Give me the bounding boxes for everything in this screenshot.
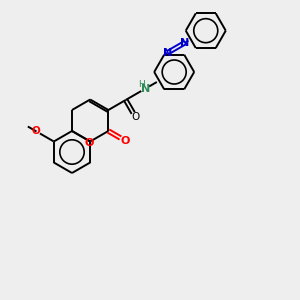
Text: O: O: [31, 126, 40, 136]
Text: O: O: [120, 136, 130, 146]
Text: N: N: [141, 84, 150, 94]
Text: O: O: [85, 137, 94, 148]
Text: N: N: [163, 48, 172, 58]
Text: N: N: [180, 38, 190, 48]
Text: H: H: [138, 80, 145, 89]
Text: O: O: [132, 112, 140, 122]
